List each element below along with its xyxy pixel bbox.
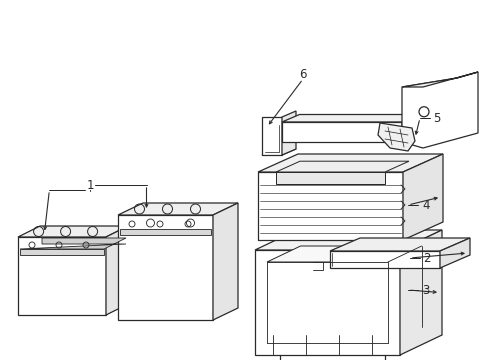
Polygon shape xyxy=(20,249,104,255)
Polygon shape xyxy=(255,230,442,250)
Polygon shape xyxy=(276,161,409,172)
Polygon shape xyxy=(276,172,385,184)
Polygon shape xyxy=(282,114,419,122)
Polygon shape xyxy=(118,203,238,215)
Polygon shape xyxy=(378,123,415,151)
Polygon shape xyxy=(18,237,106,315)
Text: 3: 3 xyxy=(422,284,429,297)
Polygon shape xyxy=(258,172,403,240)
Polygon shape xyxy=(262,149,296,155)
Polygon shape xyxy=(18,226,128,237)
Polygon shape xyxy=(258,154,443,172)
Polygon shape xyxy=(213,203,238,320)
Text: 5: 5 xyxy=(433,112,441,125)
Polygon shape xyxy=(262,117,282,155)
Polygon shape xyxy=(403,154,443,240)
Polygon shape xyxy=(20,238,126,249)
Polygon shape xyxy=(282,111,296,155)
Polygon shape xyxy=(330,238,470,251)
Polygon shape xyxy=(120,229,211,235)
Text: 4: 4 xyxy=(422,198,430,212)
Text: 2: 2 xyxy=(423,252,431,265)
Polygon shape xyxy=(440,238,470,268)
Polygon shape xyxy=(282,122,402,142)
Polygon shape xyxy=(118,215,213,320)
Polygon shape xyxy=(400,230,442,355)
Polygon shape xyxy=(106,226,128,315)
Polygon shape xyxy=(255,250,400,355)
Text: 6: 6 xyxy=(299,68,307,81)
Polygon shape xyxy=(402,114,419,142)
Polygon shape xyxy=(402,72,478,87)
Polygon shape xyxy=(330,251,440,268)
Text: 1: 1 xyxy=(86,179,94,192)
Polygon shape xyxy=(402,72,478,148)
Polygon shape xyxy=(267,246,421,262)
